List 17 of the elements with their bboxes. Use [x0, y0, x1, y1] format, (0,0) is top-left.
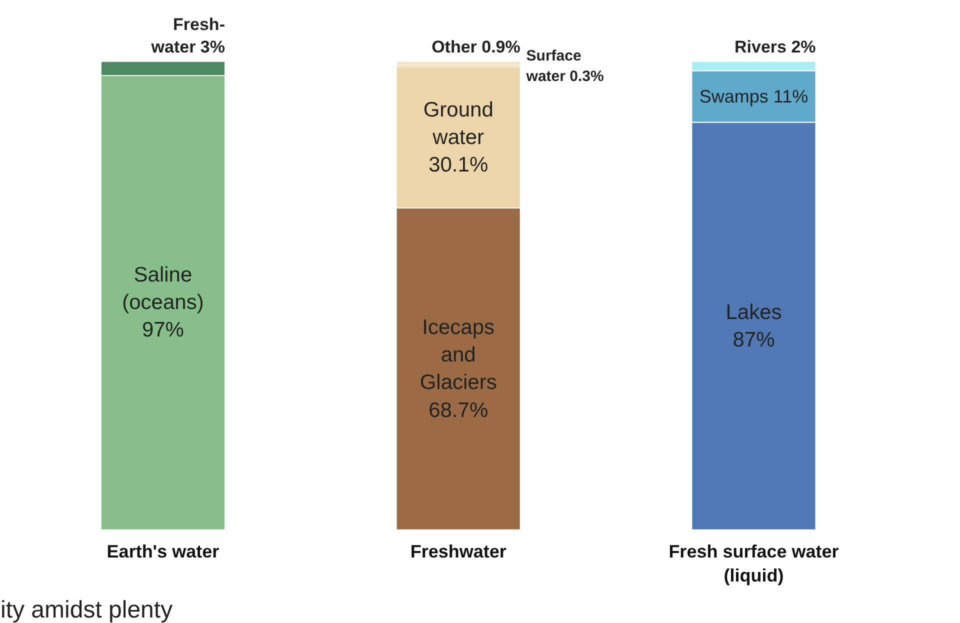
text: Fresh- water 3% [151, 14, 226, 57]
data-label: 30.1% [428, 154, 488, 177]
text: Surface water 0.3% [526, 48, 604, 86]
x-tick-label: Earth's water [106, 542, 220, 562]
text: Rivers 2% [734, 38, 816, 57]
x-tick-label: Fresh surface water (liquid) [668, 542, 839, 586]
text: ity amidst plenty [0, 596, 173, 623]
series-label: Saline (oceans) [122, 264, 204, 314]
x-tick-label: Freshwater [410, 542, 506, 562]
series-label: Icecaps and Glaciers [420, 316, 497, 394]
data-label: 87% [732, 328, 775, 352]
series-label: Lakes [726, 300, 782, 324]
data-label: 97% [142, 318, 184, 342]
series-label: Ground water [423, 98, 494, 150]
text: Other 0.9% [432, 38, 520, 57]
text: Swamps 11% [699, 86, 808, 107]
data-label: 68.7% [428, 398, 488, 422]
